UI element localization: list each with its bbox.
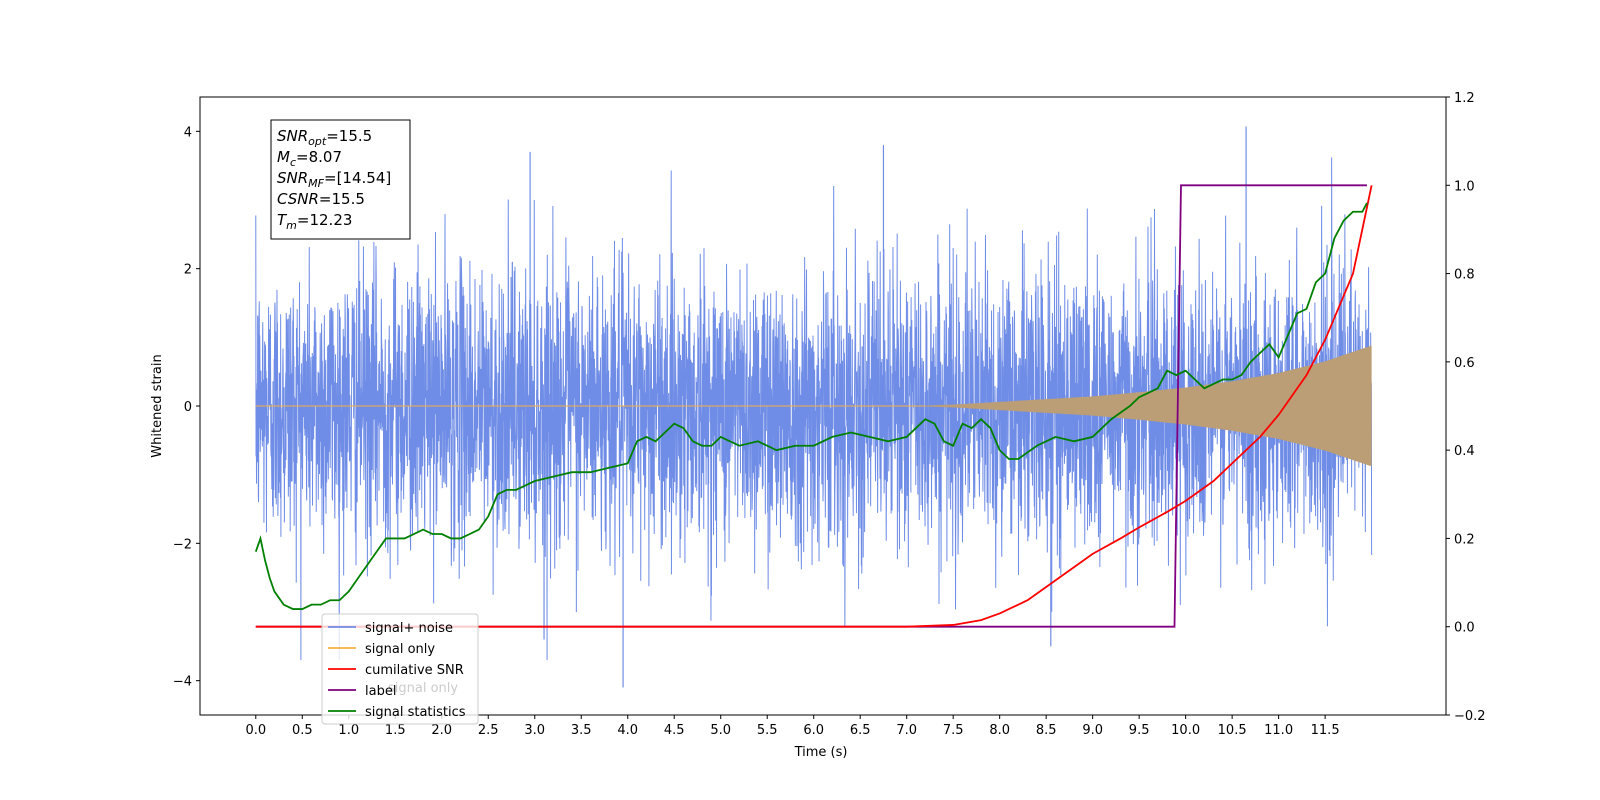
x-tick-label: 10.5: [1218, 723, 1247, 738]
y2-tick-label: 0.2: [1454, 532, 1475, 547]
x-tick-label: 8.5: [1036, 723, 1057, 738]
annotation-line: SNRopt=15.5: [277, 127, 372, 148]
y-tick-label: 2: [184, 263, 192, 278]
y-tick-label: −2: [173, 537, 192, 552]
annotation-value: =15.5: [326, 127, 372, 145]
y2-tick-label: 0.4: [1454, 444, 1475, 459]
x-tick-label: 2.0: [431, 723, 452, 738]
x-tick-label: 4.5: [664, 723, 685, 738]
y2-tick-label: 1.0: [1454, 179, 1475, 194]
x-tick-label: 4.0: [617, 723, 638, 738]
x-axis-label: Time (s): [794, 745, 848, 760]
annotation-line: Tm=12.23: [277, 211, 352, 232]
x-tick-label: 5.0: [710, 723, 731, 738]
x-tick-label: 0.0: [245, 723, 266, 738]
x-tick-label: 7.0: [896, 723, 917, 738]
series-layer: [254, 126, 1373, 688]
annotation-subscript: MF: [308, 177, 324, 190]
legend-hidden-text: signal only: [388, 681, 458, 696]
y2-tick-label: 1.2: [1454, 91, 1475, 106]
y-axis-left: −4 −2 0 2 4: [173, 125, 200, 690]
annotation-symbol: CSNR: [277, 190, 319, 208]
legend-label: signal+ noise: [365, 621, 453, 636]
annotation-line: SNRMF=[14.54]: [277, 169, 391, 190]
annotation-symbol: M: [277, 148, 290, 166]
x-axis: 0.0 0.5 1.0 1.5 2.0 2.5 3.0 3.5 4.0 4.5 5.0 5.5 6.0 6…: [245, 715, 1340, 738]
x-tick-label: 8.0: [989, 723, 1010, 738]
y-axis-label: Whitened strain: [150, 354, 165, 457]
y-tick-label: 4: [184, 125, 192, 140]
x-tick-label: 1.0: [338, 723, 359, 738]
y2-tick-label: 0.0: [1454, 621, 1475, 636]
y-tick-label: −4: [173, 675, 192, 690]
annotation-lines: SNRopt=15.5Mc=8.07SNRMF=[14.54]CSNR=15.5…: [277, 127, 391, 232]
legend-frame: [321, 613, 479, 725]
x-tick-label: 2.5: [478, 723, 499, 738]
y-tick-label: 0: [184, 400, 192, 415]
x-tick-label: 11.5: [1311, 723, 1340, 738]
x-tick-label: 7.5: [943, 723, 964, 738]
x-tick-label: 6.5: [850, 723, 871, 738]
annotation-symbol: SNR: [277, 169, 308, 187]
annotation-frame: [270, 119, 411, 240]
x-tick-label: 10.0: [1171, 723, 1200, 738]
y-axis-right: −0.2 0.0 0.2 0.4 0.6 0.8 1.0 1.2: [1446, 91, 1486, 724]
x-tick-label: 6.0: [803, 723, 824, 738]
series-signal-only-envelope: [255, 345, 1372, 467]
annotation-subscript: m: [286, 219, 297, 232]
legend-label: cumilative SNR: [365, 663, 464, 678]
x-tick-label: 1.5: [385, 723, 406, 738]
x-tick-label: 3.5: [571, 723, 592, 738]
legend: signal only signal+ noise signal only cumil…: [321, 613, 479, 725]
annotation-symbol: SNR: [277, 127, 308, 145]
x-tick-label: 11.0: [1264, 723, 1293, 738]
annotation-subscript: opt: [308, 135, 327, 148]
legend-label: label: [365, 684, 396, 699]
x-tick-label: 5.5: [757, 723, 778, 738]
annotation-box: SNRopt=15.5Mc=8.07SNRMF=[14.54]CSNR=15.5…: [270, 119, 411, 240]
series-signal-statistics: [254, 202, 1368, 610]
y2-tick-label: −0.2: [1454, 709, 1486, 724]
annotation-line: Mc=8.07: [277, 148, 342, 169]
y2-tick-label: 0.6: [1454, 356, 1475, 371]
annotation-value: =12.23: [297, 211, 353, 229]
annotation-value: =15.5: [319, 190, 365, 208]
series-cumulative-snr: [255, 185, 1373, 628]
annotation-value: =[14.54]: [324, 169, 391, 187]
y2-tick-label: 0.8: [1454, 268, 1475, 283]
series-signal-noise: [255, 157, 1373, 661]
x-tick-label: 3.0: [524, 723, 545, 738]
legend-label: signal only: [365, 642, 435, 657]
x-tick-label: 9.0: [1082, 723, 1103, 738]
x-tick-label: 0.5: [292, 723, 313, 738]
annotation-symbol: T: [277, 211, 288, 229]
x-tick-label: 9.5: [1129, 723, 1150, 738]
legend-label: signal statistics: [365, 705, 466, 720]
annotation-value: =8.07: [296, 148, 342, 166]
annotation-subscript: c: [290, 156, 296, 169]
annotation-line: CSNR=15.5: [277, 190, 365, 208]
